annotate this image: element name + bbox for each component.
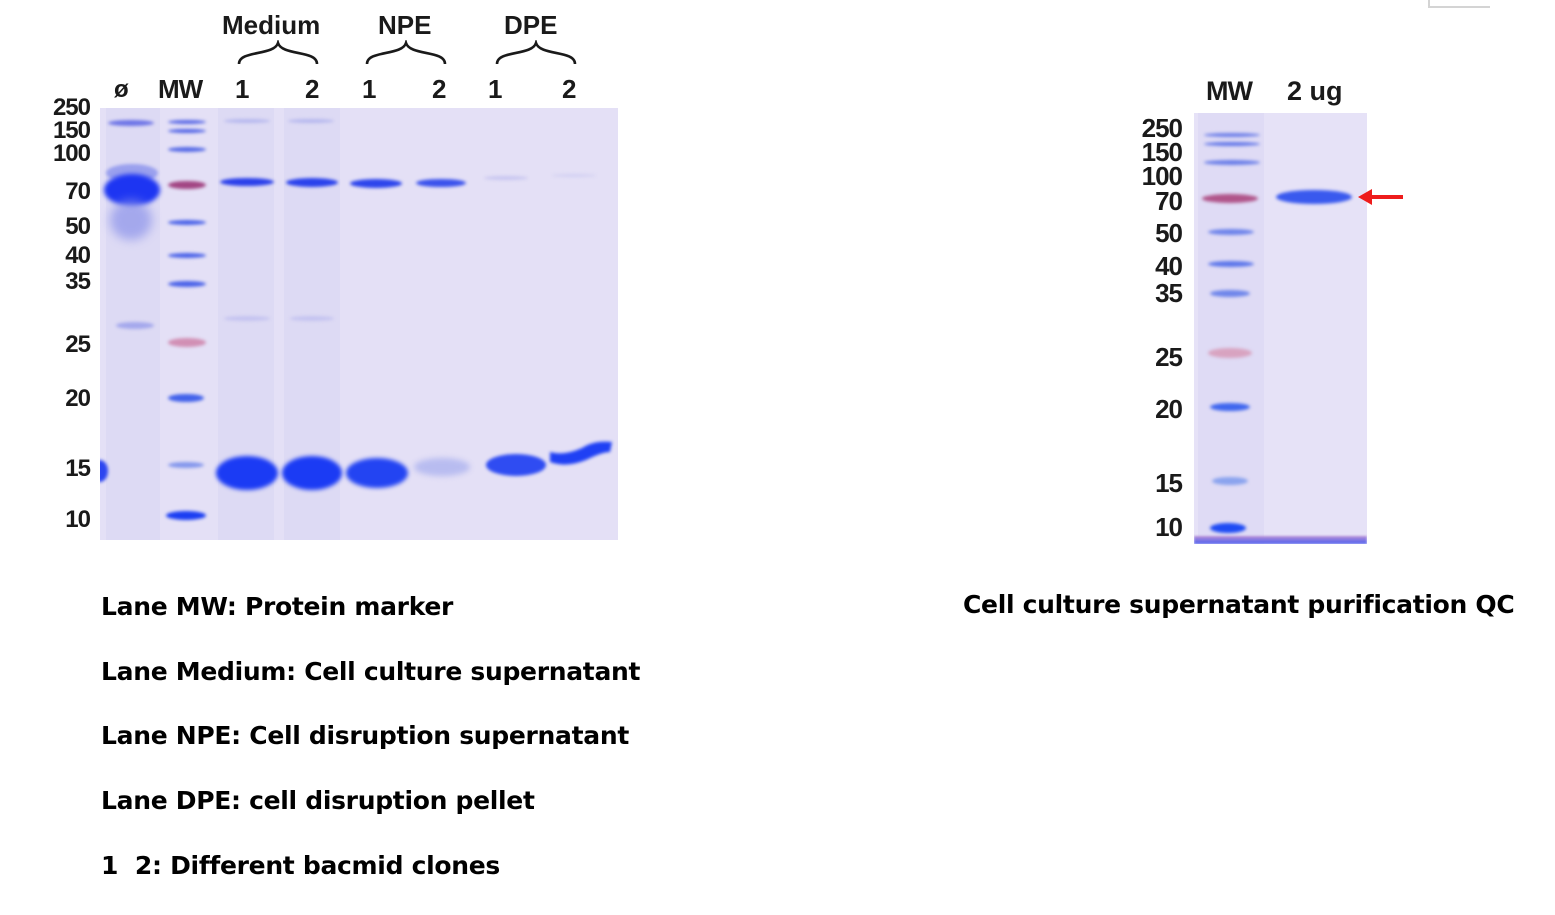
brace-npe-icon xyxy=(365,40,447,65)
mw-tick-10: 10 xyxy=(65,506,91,533)
brace-medium-icon xyxy=(237,40,319,65)
lane-label-2ug: 2 ug xyxy=(1287,76,1343,106)
mw-tick-150: 150 xyxy=(52,117,91,144)
legend-line-dpe: Lane DPE: cell disruption pellet xyxy=(101,786,535,815)
right-figure-title: Cell culture supernatant purification QC xyxy=(963,590,1515,619)
mw-tick-70: 70 xyxy=(65,178,91,205)
mw-tick-150-right: 150 xyxy=(1141,137,1183,167)
mw-tick-250-right: 250 xyxy=(1141,113,1183,143)
lane-label-medium-1: 1 xyxy=(235,74,250,104)
group-label-npe: NPE xyxy=(378,10,432,40)
lane-label-medium-2: 2 xyxy=(305,74,320,104)
dpe2-smile-band xyxy=(550,441,612,465)
mw-tick-20-right: 20 xyxy=(1155,394,1183,424)
mw-tick-100: 100 xyxy=(52,140,91,167)
mw-tick-50: 50 xyxy=(65,213,91,240)
lane-label-dpe-1: 1 xyxy=(488,74,503,104)
mw-tick-15: 15 xyxy=(65,455,91,482)
mw-tick-100-right: 100 xyxy=(1141,161,1183,191)
lane-label-npe-2: 2 xyxy=(432,74,447,104)
mw-tick-15-right: 15 xyxy=(1155,468,1183,498)
brace-dpe-icon xyxy=(495,40,577,65)
legend-line-medium: Lane Medium: Cell culture supernatant xyxy=(101,657,641,686)
mw-tick-250: 250 xyxy=(52,94,91,121)
mw-tick-40-right: 40 xyxy=(1155,251,1183,281)
legend-line-clones: 1 2: Different bacmid clones xyxy=(101,851,500,880)
mw-tick-25-right: 25 xyxy=(1155,342,1183,372)
right-gel-image xyxy=(1194,113,1367,544)
mw-tick-35-right: 35 xyxy=(1155,278,1183,308)
lane-label-dpe-2: 2 xyxy=(562,74,577,104)
lane-label-mw: MW xyxy=(158,74,203,104)
legend-line-mw: Lane MW: Protein marker xyxy=(101,592,454,621)
mw-tick-40: 40 xyxy=(65,242,91,269)
left-arrow-icon xyxy=(1358,189,1403,205)
mw-tick-35: 35 xyxy=(65,268,91,295)
group-label-medium: Medium xyxy=(222,10,321,40)
lane-label-npe-1: 1 xyxy=(362,74,377,104)
lane-label-empty: ø xyxy=(114,76,129,103)
mw-tick-20: 20 xyxy=(65,385,91,412)
window-corner-frame xyxy=(1428,0,1490,8)
group-label-dpe: DPE xyxy=(504,10,558,40)
mw-tick-25: 25 xyxy=(65,331,91,358)
lane-label-mw-right: MW xyxy=(1206,76,1253,106)
left-gel-image xyxy=(100,108,618,540)
mw-tick-10-right: 10 xyxy=(1155,512,1183,542)
mw-tick-50-right: 50 xyxy=(1155,218,1183,248)
mw-tick-70-right: 70 xyxy=(1155,186,1183,216)
legend-line-npe: Lane NPE: Cell disruption supernatant xyxy=(101,721,629,750)
